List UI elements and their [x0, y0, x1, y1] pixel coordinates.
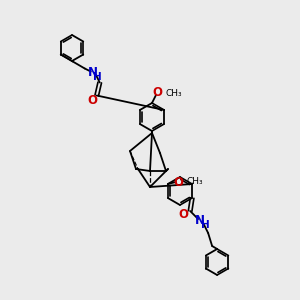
- Text: H: H: [93, 71, 102, 82]
- Text: O: O: [173, 176, 183, 188]
- Text: H: H: [201, 220, 209, 230]
- Text: N: N: [88, 66, 98, 79]
- Text: CH₃: CH₃: [187, 178, 203, 187]
- Text: N: N: [195, 214, 205, 227]
- Text: CH₃: CH₃: [166, 88, 183, 98]
- Text: O: O: [88, 94, 98, 107]
- Text: O: O: [178, 208, 188, 220]
- Text: O: O: [152, 86, 162, 100]
